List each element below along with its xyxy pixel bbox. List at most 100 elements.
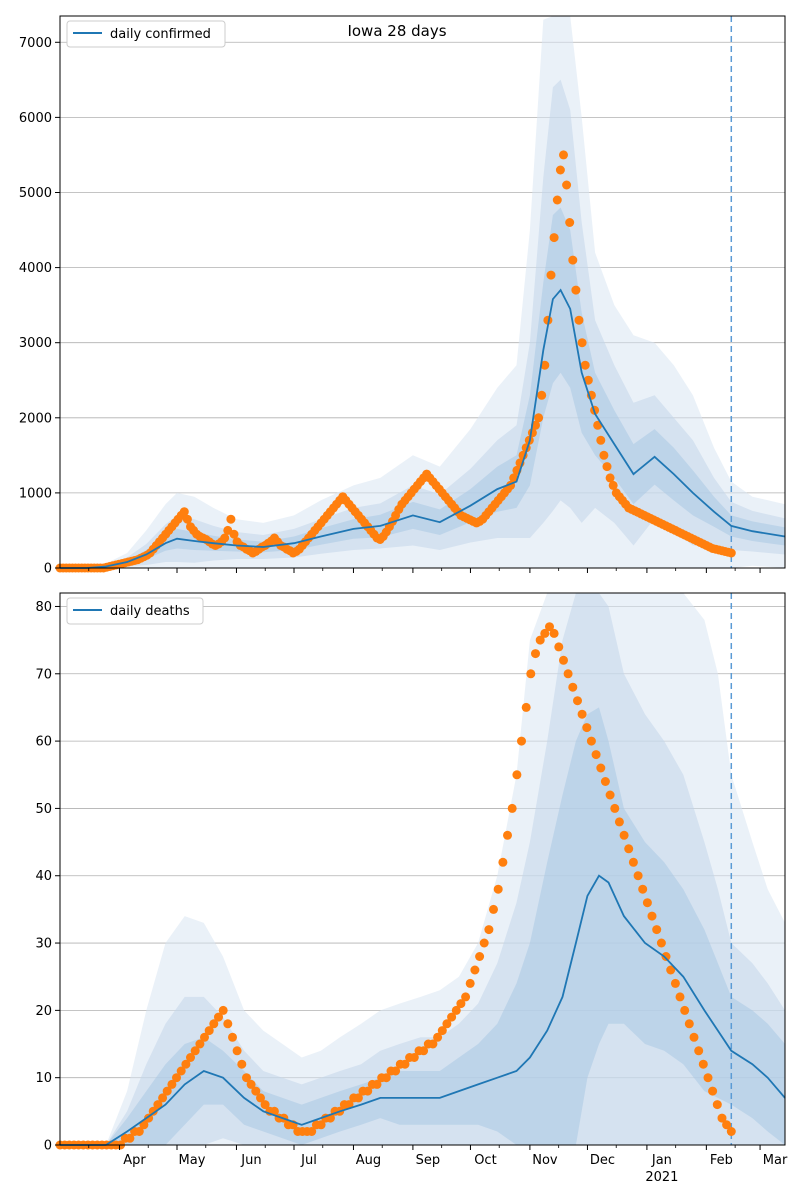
observed-point: [549, 233, 559, 243]
observed-point: [684, 1019, 694, 1029]
median-series-line: [60, 874, 786, 1146]
observed-point: [717, 1113, 727, 1123]
x-tick-label: May: [179, 1153, 206, 1168]
observed-point: [372, 1079, 382, 1089]
y-tick-label: 3000: [19, 336, 52, 351]
observed-point: [186, 1053, 195, 1062]
observed-point: [148, 1106, 158, 1116]
observed-point: [517, 736, 526, 746]
deaths-series-lines: [60, 874, 786, 1146]
x-tick-label: Feb: [710, 1153, 733, 1168]
y-tick-label: 80: [35, 600, 52, 615]
observed-point: [628, 857, 638, 867]
observed-point: [419, 1046, 429, 1056]
deaths-legend-box: [66, 597, 204, 625]
observed-point: [537, 390, 547, 400]
observed-point: [600, 777, 610, 786]
observed-point: [647, 911, 657, 921]
observed-point: [200, 1032, 209, 1042]
observed-point: [549, 628, 559, 638]
observed-point: [176, 1066, 186, 1076]
deaths-x-ticks: Apr May Jun Jul Aug Sep Oct Nov Dec Jan Feb Mar 2021: [88, 1145, 788, 1185]
observed-point: [726, 1127, 736, 1136]
observed-point: [209, 1019, 219, 1029]
observed-point: [134, 1127, 144, 1136]
observed-point: [540, 360, 550, 370]
y-tick-label: 30: [35, 937, 52, 952]
deaths-legend-label: daily deaths: [110, 604, 190, 619]
y-tick-label: 0: [44, 1139, 52, 1154]
observed-point: [599, 450, 609, 460]
observed-point: [158, 1093, 168, 1103]
confirmed-legend: daily confirmed: [66, 20, 226, 48]
observed-point: [167, 1079, 177, 1089]
observed-point: [563, 669, 573, 679]
observed-point: [535, 635, 545, 645]
observed-point: [586, 736, 596, 746]
observed-point: [204, 1026, 214, 1036]
observed-point: [470, 965, 480, 975]
y-tick-label: 60: [35, 735, 52, 750]
x-tick-label: Jun: [240, 1153, 261, 1168]
observed-point: [726, 548, 736, 558]
y-tick-label: 4000: [19, 261, 52, 276]
observed-point: [503, 830, 512, 840]
observed-point: [461, 992, 471, 1002]
observed-point: [220, 533, 230, 543]
observed-point: [583, 375, 593, 385]
x-tick-label: Nov: [532, 1153, 558, 1168]
observed-point: [493, 884, 503, 894]
observed-point: [172, 1073, 181, 1083]
y-tick-label: 20: [35, 1004, 52, 1019]
x-tick-label: Oct: [474, 1153, 496, 1168]
observed-point: [456, 999, 466, 1009]
observed-point: [498, 857, 508, 867]
observed-point: [316, 1120, 326, 1130]
observed-point: [507, 803, 517, 813]
confirmed-chart-panel: 0 1000 2000 3000 4000 5000 6000 7000 Iowa 28 da…: [19, 15, 786, 577]
observed-point: [260, 1100, 270, 1110]
observed-point: [363, 1086, 373, 1096]
y-tick-label: 1000: [19, 486, 52, 501]
observed-point: [661, 952, 671, 961]
observed-point: [666, 965, 676, 975]
y-tick-label: 6000: [19, 111, 52, 126]
observed-point: [562, 180, 572, 190]
observed-point: [545, 622, 554, 632]
observed-point: [554, 642, 564, 652]
observed-point: [608, 480, 618, 490]
observed-point: [307, 1127, 317, 1136]
y-tick-label: 50: [35, 802, 52, 817]
observed-point: [722, 1120, 732, 1130]
observed-point: [437, 1026, 447, 1036]
x-year-label: 2021: [645, 1170, 678, 1185]
observed-point: [573, 696, 582, 706]
observed-point: [242, 1073, 251, 1083]
observed-point: [689, 1032, 699, 1042]
observed-point: [447, 1012, 457, 1022]
observed-point: [428, 1039, 438, 1049]
observed-point: [237, 1059, 247, 1069]
observed-point: [153, 1100, 163, 1110]
observed-point: [484, 925, 494, 935]
observed-point: [521, 702, 531, 712]
y-tick-label: 2000: [19, 411, 52, 426]
confirmed-plot-frame: [59, 15, 786, 569]
observed-point: [591, 750, 601, 760]
y-tick-label: 5000: [19, 186, 52, 201]
observed-point: [512, 770, 522, 780]
observed-point: [555, 165, 565, 175]
observed-point: [577, 338, 587, 348]
observed-point: [229, 529, 239, 539]
observed-point: [256, 1093, 265, 1103]
observed-point: [582, 723, 592, 733]
confirmed-y-ticks: 0 1000 2000 3000 4000 5000 6000 7000: [19, 36, 60, 577]
deaths-observed-points: [55, 622, 736, 1150]
observed-point: [226, 514, 236, 524]
y-tick-label: 10: [35, 1071, 52, 1086]
x-tick-label: Sep: [416, 1153, 441, 1168]
observed-point: [195, 1039, 205, 1049]
observed-point: [509, 473, 519, 483]
observed-point: [559, 655, 568, 665]
deaths-y-ticks: 0 10 20 30 40 50 60 70 80: [35, 600, 60, 1154]
